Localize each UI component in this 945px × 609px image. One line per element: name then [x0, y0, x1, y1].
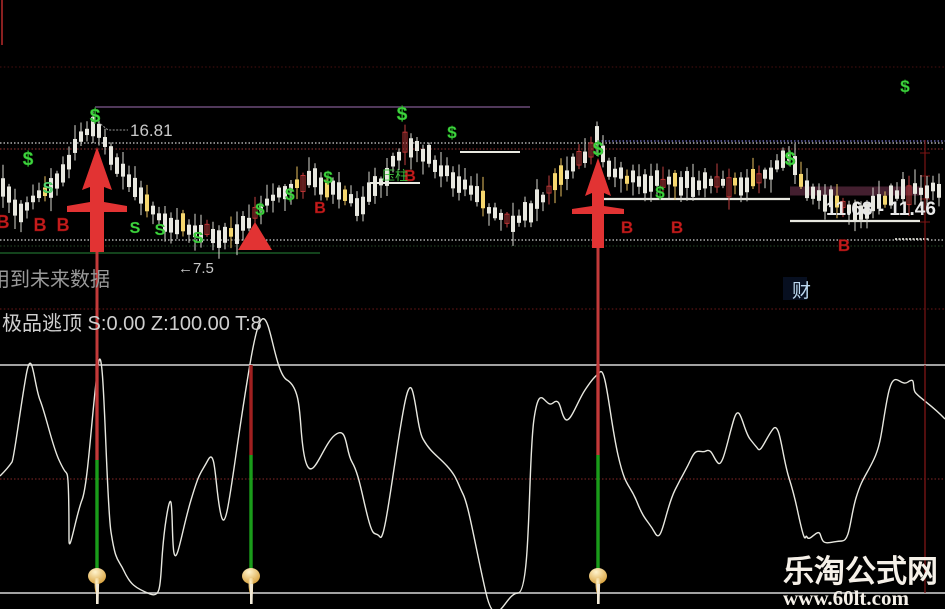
svg-text:$: $ [397, 104, 408, 125]
svg-text:B: B [0, 212, 10, 232]
svg-text:B: B [57, 215, 70, 235]
svg-text:$: $ [23, 149, 34, 170]
svg-text:$: $ [447, 123, 457, 142]
svg-text:$: $ [90, 106, 101, 127]
svg-text:用到未来数据: 用到未来数据 [0, 268, 110, 291]
svg-text:B: B [671, 218, 683, 237]
svg-text:S: S [43, 180, 54, 197]
svg-text:B: B [34, 215, 47, 235]
svg-text:$: $ [255, 200, 265, 219]
svg-text:乐淘公式网: 乐淘公式网 [783, 554, 938, 589]
svg-text:16.81: 16.81 [130, 121, 173, 140]
svg-text:$: $ [323, 168, 333, 187]
svg-text:←7.5: ←7.5 [178, 260, 214, 277]
svg-text:极品逃顶 S:0.00 Z:100.00 T:8: 极品逃顶 S:0.00 Z:100.00 T:8 [2, 312, 262, 335]
svg-text:压柱: 压柱 [382, 168, 408, 183]
svg-text:财: 财 [792, 280, 811, 302]
svg-text:S: S [155, 222, 166, 239]
svg-text:$: $ [785, 149, 796, 170]
svg-text:$: $ [285, 185, 295, 204]
svg-text:B: B [314, 200, 326, 217]
svg-text:B: B [621, 218, 633, 237]
svg-text:$: $ [593, 139, 604, 160]
svg-text:$: $ [655, 183, 665, 202]
svg-text:11.68 - 11.46: 11.68 - 11.46 [826, 199, 936, 220]
svg-text:www.60lt.com: www.60lt.com [783, 586, 909, 609]
svg-text:B: B [838, 236, 850, 255]
svg-text:S: S [193, 230, 204, 247]
svg-text:$: $ [900, 77, 910, 96]
svg-text:S: S [130, 220, 141, 237]
